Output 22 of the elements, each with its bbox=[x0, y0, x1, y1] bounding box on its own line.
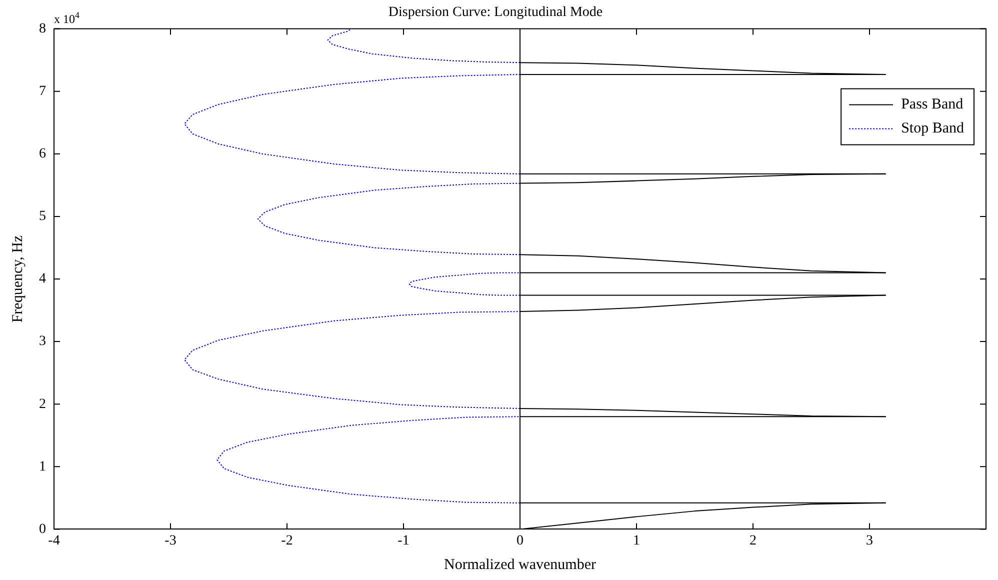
y-tick-label: 8 bbox=[39, 21, 46, 36]
legend-label: Stop Band bbox=[901, 120, 964, 137]
x-tick-label: -2 bbox=[281, 533, 293, 548]
chart-title: Dispersion Curve: Longitudinal Mode bbox=[388, 5, 603, 20]
y-tick-label: 0 bbox=[39, 522, 46, 537]
y-tick-label: 7 bbox=[39, 84, 46, 100]
y-tick-label: 6 bbox=[39, 146, 46, 162]
y-tick-label: 5 bbox=[39, 209, 46, 224]
y-tick-label: 2 bbox=[39, 396, 46, 412]
x-tick-label: -1 bbox=[398, 533, 410, 548]
y-tick-label: 3 bbox=[39, 334, 46, 350]
x-tick-label: 2 bbox=[750, 533, 756, 548]
legend-label: Pass Band bbox=[901, 96, 964, 113]
y-tick-label: 4 bbox=[39, 272, 46, 287]
x-tick-label: 3 bbox=[866, 533, 873, 548]
x-tick-label: 0 bbox=[516, 533, 524, 548]
y-tick-label: 1 bbox=[39, 459, 46, 474]
x-axis-title: Normalized wavenumber bbox=[444, 556, 596, 573]
x-tick-label: 1 bbox=[633, 533, 640, 548]
x-tick-label: -3 bbox=[164, 533, 176, 548]
x-tick-label: -4 bbox=[48, 533, 60, 548]
y-axis-title: Frequency, Hz bbox=[10, 234, 26, 323]
